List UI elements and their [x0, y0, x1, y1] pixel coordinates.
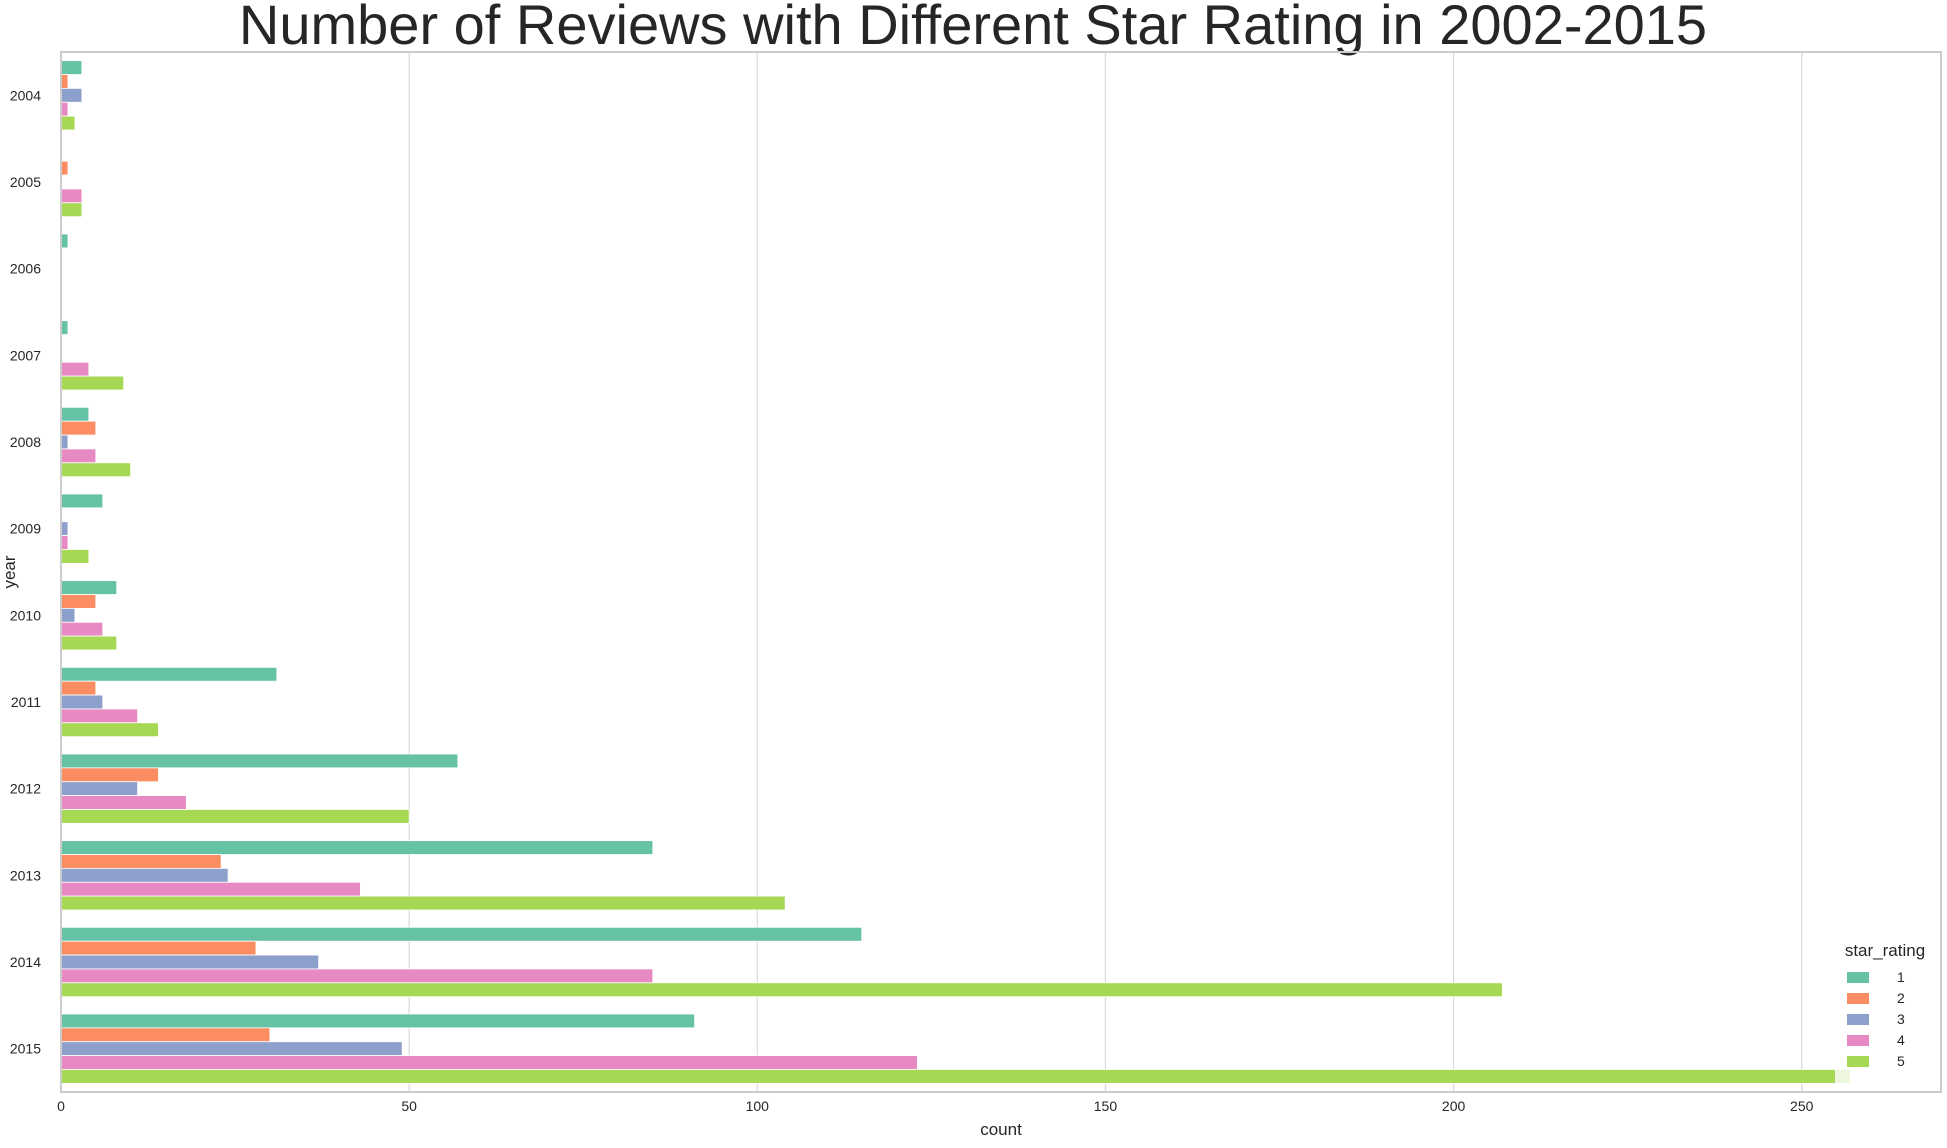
bar-2007-rating-5	[60, 375, 125, 391]
bars	[60, 60, 1851, 1084]
bar-2004-rating-2	[60, 74, 69, 89]
x-tick-label: 150	[1094, 1098, 1118, 1114]
plot-frame	[60, 51, 1942, 1093]
y-tick-label: 2007	[10, 347, 41, 363]
legend-label-4: 4	[1897, 1032, 1905, 1048]
bar-2013-rating-3	[60, 868, 229, 883]
bar-2011-rating-3	[60, 694, 104, 710]
bar-2015-rating-4	[60, 1055, 918, 1070]
bar-2009-rating-5	[60, 549, 90, 564]
legend: star_rating 1 2 3 4 5	[1835, 934, 1935, 1086]
y-tick-label: 2005	[10, 174, 41, 190]
bar-2013-rating-2	[60, 854, 222, 869]
bar-2010-rating-1	[60, 580, 118, 595]
bar-2008-rating-1	[60, 406, 90, 422]
bar-2008-rating-5	[60, 462, 132, 478]
bar-2008-rating-4	[60, 448, 97, 464]
bar-2015-rating-3	[60, 1041, 403, 1056]
bar-2005-rating-2	[60, 160, 69, 176]
bar-2010-rating-2	[60, 594, 97, 609]
bar-2012-rating-1	[60, 753, 459, 769]
x-tick-label: 0	[57, 1098, 65, 1114]
x-tick-label: 200	[1442, 1098, 1466, 1114]
y-tick-label: 2010	[10, 607, 41, 623]
y-tick-label: 2012	[10, 781, 41, 797]
y-axis-label: year	[0, 555, 19, 588]
bar-2009-rating-4	[60, 535, 69, 550]
legend-swatch-4	[1847, 1035, 1869, 1046]
bar-2007-rating-4	[60, 361, 90, 377]
x-axis-label: count	[980, 1120, 1022, 1139]
bar-2011-rating-5	[60, 722, 159, 738]
bar-2009-rating-1	[60, 493, 104, 509]
bar-2014-rating-1	[60, 926, 863, 942]
y-tick-label: 2015	[10, 1041, 41, 1057]
y-tick-label: 2009	[10, 521, 41, 537]
legend-label-3: 3	[1897, 1011, 1905, 1027]
bar-2009-rating-3	[60, 521, 69, 537]
x-tick-label: 250	[1790, 1098, 1814, 1114]
y-tick-label: 2014	[10, 954, 41, 970]
bar-2012-rating-4	[60, 795, 187, 810]
x-tick-label: 50	[401, 1098, 417, 1114]
bar-2004-rating-5	[60, 115, 76, 131]
bar-2011-rating-2	[60, 680, 97, 696]
bar-2008-rating-2	[60, 420, 97, 436]
bar-2015-rating-1	[60, 1013, 696, 1029]
bar-2015-rating-5	[60, 1069, 1851, 1084]
bar-2015-rating-2	[60, 1027, 271, 1043]
bar-2014-rating-3	[60, 954, 320, 970]
legend-title: star_rating	[1845, 941, 1925, 960]
bar-2014-rating-4	[60, 968, 654, 984]
bar-2010-rating-4	[60, 621, 104, 637]
y-tick-label: 2013	[10, 867, 41, 883]
bar-2014-rating-5	[60, 982, 1503, 998]
bar-2011-rating-4	[60, 708, 138, 724]
bar-2013-rating-1	[60, 840, 654, 855]
bar-2012-rating-2	[60, 767, 159, 783]
bar-2011-rating-1	[60, 666, 278, 682]
y-tick-label: 2008	[10, 434, 41, 450]
bar-2006-rating-1	[60, 233, 69, 249]
bar-2010-rating-3	[60, 608, 76, 623]
bar-2005-rating-4	[60, 188, 83, 204]
x-tick-label: 100	[746, 1098, 770, 1114]
bar-2014-rating-2	[60, 940, 257, 956]
legend-label-1: 1	[1897, 969, 1905, 985]
bar-2007-rating-1	[60, 320, 69, 335]
chart-title: Number of Reviews with Different Star Ra…	[239, 0, 1707, 56]
bar-2008-rating-3	[60, 434, 69, 450]
bar-2005-rating-5	[60, 202, 83, 218]
y-tick-label: 2011	[11, 694, 41, 710]
bar-2012-rating-5	[60, 809, 410, 824]
bar-2004-rating-1	[60, 60, 83, 75]
bar-2013-rating-5	[60, 895, 786, 911]
bar-2004-rating-3	[60, 88, 83, 103]
bar-2012-rating-3	[60, 781, 138, 797]
bar-2013-rating-4	[60, 881, 361, 897]
y-tick-label: 2006	[10, 261, 41, 277]
bar-2004-rating-4	[60, 101, 69, 117]
legend-label-5: 5	[1897, 1053, 1905, 1069]
bar-2010-rating-5	[60, 635, 118, 651]
legend-swatch-3	[1847, 1014, 1869, 1025]
legend-swatch-5	[1847, 1056, 1869, 1067]
y-tick-label: 2004	[10, 87, 41, 103]
axes: 0 50 100 150 200 250 2004 2005 2006 2007 2008 2009 2…	[10, 87, 1814, 1114]
legend-label-2: 2	[1897, 990, 1905, 1006]
legend-swatch-1	[1847, 972, 1869, 983]
legend-swatch-2	[1847, 993, 1869, 1004]
grid-lines	[408, 52, 1803, 1092]
